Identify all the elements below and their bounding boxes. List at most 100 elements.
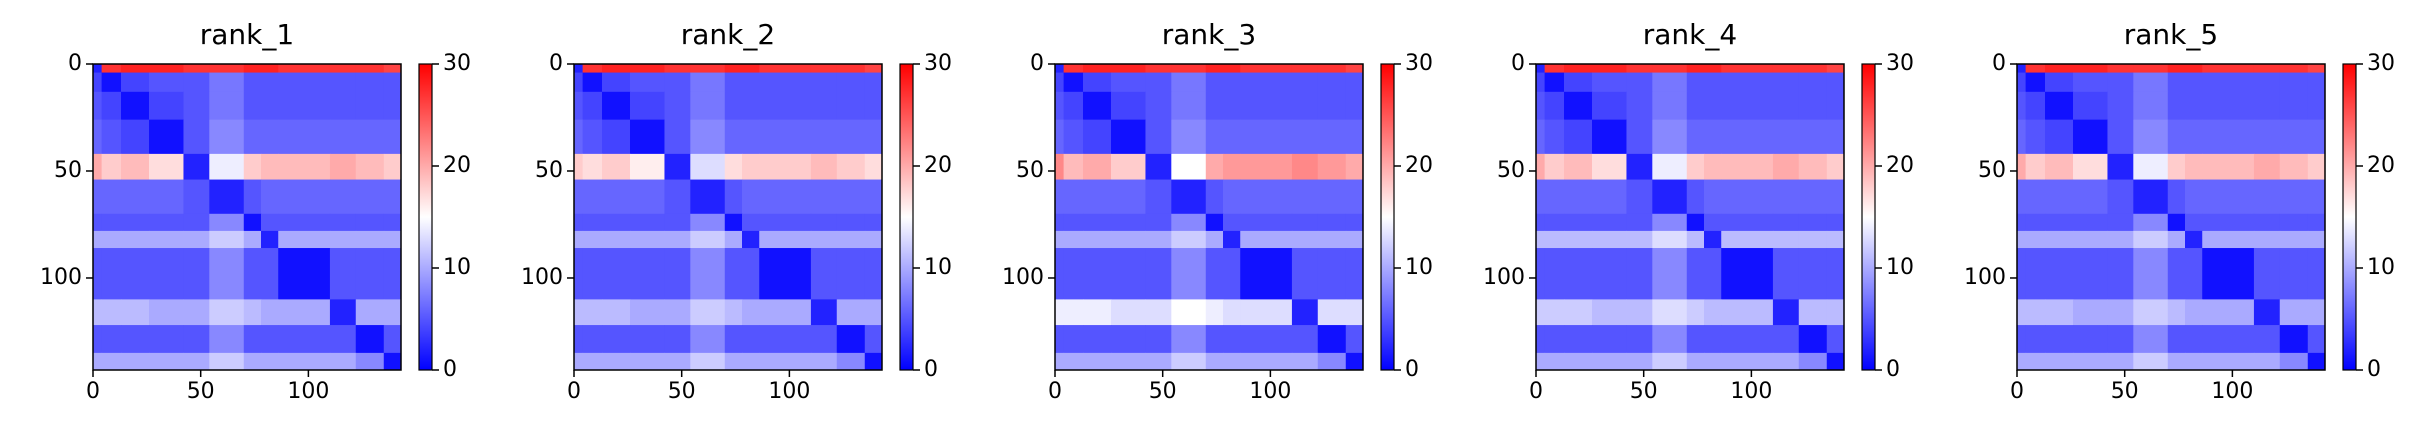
heatmap-cell (149, 299, 184, 326)
heatmap-cell (1564, 248, 1593, 300)
heatmap-cell (1721, 248, 1774, 300)
heatmap-cell (1240, 72, 1293, 93)
heatmap-cell (1704, 213, 1722, 232)
heatmap-cell (1686, 299, 1705, 326)
heatmap-cell (2025, 153, 2046, 181)
heatmap-cell (664, 352, 691, 371)
colorbar-tick-label: 30 (2367, 51, 2395, 76)
heatmap-cell (101, 213, 122, 232)
heatmap-cell (1111, 325, 1146, 354)
heatmap-cell (243, 230, 262, 249)
heatmap-cell (1317, 299, 1347, 326)
heatmap-cell (1223, 325, 1241, 354)
heatmap-cell (1345, 64, 1364, 74)
heatmap-cell (2025, 325, 2046, 354)
heatmap-cell (1652, 352, 1688, 371)
heatmap-cell (2167, 325, 2186, 354)
heatmap-cell (1223, 153, 1241, 181)
heatmap-cell (724, 352, 743, 371)
heatmap-cell (574, 299, 584, 326)
heatmap-cell (1205, 230, 1224, 249)
heatmap-cell (1652, 230, 1688, 249)
heatmap-cell (2202, 64, 2255, 74)
colorbar-tick-label: 0 (924, 357, 938, 382)
heatmap-cell (1145, 64, 1172, 74)
colorbar-tick-label: 20 (924, 153, 952, 178)
heatmap-cell (810, 179, 838, 215)
heatmap-cell (2107, 64, 2134, 74)
heatmap-cell (742, 119, 760, 155)
heatmap-cell (278, 64, 331, 74)
heatmap-cell (1544, 179, 1565, 215)
heatmap-cell (582, 248, 603, 300)
heatmap-cell (278, 179, 331, 215)
heatmap-cell (1240, 91, 1293, 121)
heatmap-cell (582, 299, 603, 326)
heatmap-cell (1171, 64, 1207, 74)
x-tick-label: 100 (1730, 379, 1772, 404)
heatmap-cell (690, 213, 726, 232)
heatmap-cell (2202, 325, 2255, 354)
heatmap-cell (690, 119, 726, 155)
heatmap-cell (183, 64, 210, 74)
heatmap-cell (209, 230, 245, 249)
heatmap-cell (1063, 91, 1084, 121)
x-tick-label: 50 (668, 379, 696, 404)
colorbar-tick-label: 10 (2367, 255, 2395, 280)
heatmap-cell (1291, 213, 1319, 232)
heatmap-cell (664, 119, 691, 155)
heatmap-cell (582, 64, 603, 74)
heatmap-cell (574, 230, 584, 249)
heatmap-cell (2279, 153, 2309, 181)
heatmap-cell (209, 352, 245, 371)
x-tick-label: 50 (1149, 379, 1177, 404)
heatmap-cell (1317, 352, 1347, 371)
heatmap-cell (724, 153, 743, 181)
heatmap-cell (278, 299, 331, 326)
heatmap-cell (101, 352, 122, 371)
heatmap-cell (1592, 248, 1627, 300)
heatmap-cell (1083, 248, 1112, 300)
heatmap-cell (810, 72, 838, 93)
heatmap-cell (2025, 352, 2046, 371)
colorbar-tick-label: 20 (2367, 153, 2395, 178)
heatmap-cell (209, 248, 245, 300)
heatmap-cell (1145, 119, 1172, 155)
heatmap-cell (1704, 72, 1722, 93)
heatmap-cell (1317, 119, 1347, 155)
heatmap-cell (2025, 179, 2046, 215)
heatmap-cell (2253, 299, 2281, 326)
heatmap-cell (664, 299, 691, 326)
heatmap-cell (574, 325, 584, 354)
heatmap-cell (1826, 179, 1845, 215)
chart-title: rank_1 (200, 18, 294, 51)
heatmap-cell (2133, 230, 2169, 249)
heatmap-cell (121, 299, 150, 326)
heatmap-cell (1240, 213, 1293, 232)
heatmap-cell (2025, 91, 2046, 121)
heatmap-cell (329, 179, 357, 215)
heatmap-cell (602, 72, 631, 93)
heatmap-cell (2073, 352, 2108, 371)
heatmap-cell (1626, 91, 1653, 121)
heatmap-cell (742, 352, 760, 371)
heatmap-cell (1592, 325, 1627, 354)
heatmap-cell (759, 248, 812, 300)
heatmap-cell (2133, 213, 2169, 232)
heatmap-cell (602, 325, 631, 354)
axes-frame (2016, 63, 2326, 371)
heatmap-cell (1317, 179, 1347, 215)
heatmap-cell (355, 352, 385, 371)
heatmap-cell (1317, 325, 1347, 354)
heatmap-cell (278, 119, 331, 155)
heatmap-cell (602, 248, 631, 300)
heatmap-cell (209, 299, 245, 326)
heatmap-cell (602, 119, 631, 155)
heatmap-cell (2017, 325, 2027, 354)
heatmap-cell (1826, 153, 1845, 181)
heatmap-cell (2045, 299, 2074, 326)
heatmap-cell (1626, 352, 1653, 371)
x-tick-label: 0 (2010, 379, 2024, 404)
heatmap-cell (278, 248, 331, 300)
heatmap-cell (2045, 119, 2074, 155)
